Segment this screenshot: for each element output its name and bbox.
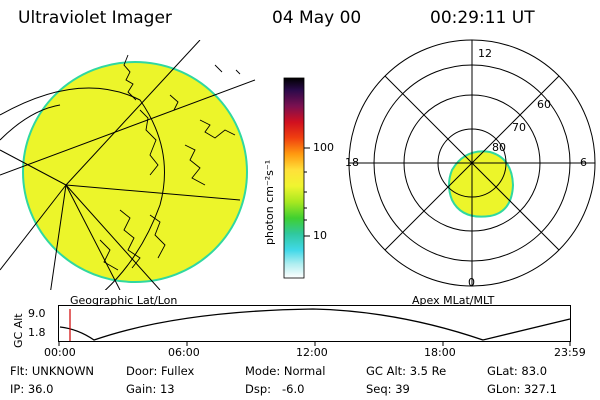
info-gain: Gain: 13 — [126, 382, 175, 396]
info-door: Door: Fullex — [126, 364, 195, 378]
time-label: 00:29:11 UT — [430, 8, 535, 28]
info-dsp: Dsp: -6.0 — [245, 382, 305, 396]
lat-lon-grid — [0, 40, 256, 290]
info-ip: IP: 36.0 — [10, 382, 54, 396]
mlt-label-12: 12 — [478, 47, 492, 60]
colorbar-tick-10: 10 — [313, 229, 327, 242]
alt-ytick-9: 9.0 — [28, 307, 46, 320]
geographic-image — [0, 40, 256, 290]
uv-image-disk — [22, 61, 248, 283]
info-gc-alt: GC Alt: 3.5 Re — [366, 364, 447, 378]
info-glat: GLat: 83.0 — [487, 364, 548, 378]
instrument-title: Ultraviolet Imager — [18, 8, 172, 28]
date-label: 04 May 00 — [272, 8, 362, 28]
geo-panel-label: Geographic Lat/Lon — [70, 294, 178, 307]
alt-xtick-0000: 00:00 — [44, 346, 76, 359]
colorbar-tick-100: 100 — [313, 141, 334, 154]
color-scale-bar — [283, 77, 310, 279]
alt-xtick-1200: 12:00 — [296, 346, 328, 359]
info-glon: GLon: 327.1 — [487, 382, 557, 396]
auroral-oval — [448, 150, 515, 218]
coastlines — [99, 54, 241, 271]
alt-xtick-2359: 23:59 — [554, 346, 586, 359]
polar-image — [348, 39, 596, 287]
altitude-curve — [59, 308, 571, 341]
mlat-label-70: 70 — [512, 121, 526, 134]
info-flight: Flt: UNKNOWN — [10, 364, 95, 378]
mlt-label-6: 6 — [580, 156, 587, 169]
alt-xtick-0600: 06:00 — [168, 346, 200, 359]
mlat-label-60: 60 — [537, 98, 551, 111]
mlt-label-0: 0 — [468, 276, 475, 289]
info-mode: Mode: Normal — [245, 364, 326, 378]
alt-ytick-1-8: 1.8 — [28, 326, 46, 339]
altitude-plot — [58, 305, 571, 346]
mlat-label-80: 80 — [492, 141, 506, 154]
mlt-label-18: 18 — [345, 156, 359, 169]
colorbar-unit-label: photon cm⁻²s⁻¹ — [263, 159, 276, 245]
info-seq: Seq: 39 — [366, 382, 410, 396]
polar-grid — [348, 39, 596, 287]
polar-panel-label: Apex MLat/MLT — [412, 294, 495, 307]
alt-xtick-1800: 18:00 — [424, 346, 456, 359]
alt-plot-ylabel: GC Alt — [12, 313, 25, 348]
